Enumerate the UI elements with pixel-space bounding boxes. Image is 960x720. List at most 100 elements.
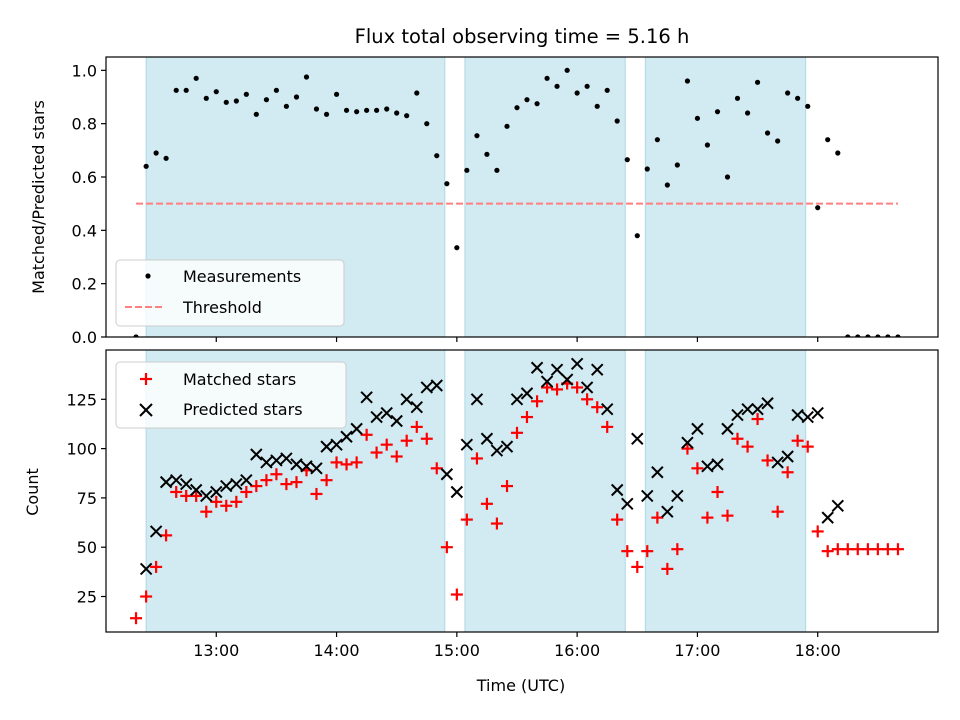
point-measurements: [404, 113, 410, 119]
top-y-tick-label: 0.4: [72, 221, 97, 240]
point-predicted-stars: [761, 397, 774, 410]
point-matched-stars: [601, 420, 614, 433]
point-predicted-stars: [701, 460, 714, 473]
point-predicted-stars: [270, 454, 283, 467]
x-axis-label: Time (UTC): [476, 676, 565, 695]
point-matched-stars: [220, 499, 233, 512]
point-matched-stars: [501, 480, 514, 493]
point-matched-stars: [200, 505, 213, 518]
point-measurements: [183, 87, 189, 93]
point-measurements: [714, 109, 721, 115]
bottom-y-tick-label: 100: [66, 440, 97, 459]
point-predicted-stars: [711, 458, 724, 471]
point-matched-stars: [470, 452, 483, 465]
point-matched-stars: [741, 440, 754, 453]
point-measurements: [283, 103, 289, 109]
point-matched-stars: [691, 462, 704, 475]
point-measurements: [644, 166, 650, 172]
point-measurements: [704, 142, 711, 148]
point-predicted-stars: [570, 357, 584, 371]
point-predicted-stars: [440, 468, 454, 481]
point-measurements: [394, 110, 400, 116]
point-measurements: [624, 157, 630, 163]
legend-marker-measurements: [145, 273, 151, 279]
point-predicted-stars: [681, 436, 694, 449]
point-predicted-stars: [320, 440, 333, 453]
bottom-x-tick-label: 14:00: [314, 641, 360, 660]
point-measurements: [133, 334, 139, 337]
point-measurements: [795, 95, 801, 101]
point-predicted-stars: [139, 562, 153, 576]
point-predicted-stars: [240, 473, 253, 487]
point-matched-stars: [210, 495, 223, 508]
top-marks: [133, 67, 901, 337]
point-matched-stars: [801, 440, 814, 453]
point-matched-stars: [531, 395, 544, 408]
point-predicted-stars: [170, 473, 183, 487]
point-measurements: [815, 205, 821, 211]
point-measurements: [233, 98, 239, 104]
point-measurements: [464, 167, 470, 173]
point-predicted-stars: [641, 489, 654, 503]
point-matched-stars: [420, 432, 433, 445]
bottom-y-tick-label: 25: [77, 588, 97, 607]
point-measurements: [444, 181, 450, 187]
point-matched-stars: [380, 438, 393, 451]
point-matched-stars: [290, 476, 303, 489]
point-matched-stars: [520, 411, 533, 424]
point-predicted-stars: [490, 444, 504, 457]
point-measurements: [213, 89, 219, 95]
top-axes-frame: [105, 56, 939, 338]
bottom-x-tick-label: 13:00: [193, 641, 239, 660]
point-predicted-stars: [420, 381, 433, 394]
bottom-y-tick-label: 75: [77, 489, 97, 508]
point-predicted-stars: [390, 414, 403, 428]
point-measurements: [574, 90, 580, 96]
legend-marker-matched: [140, 373, 152, 385]
point-predicted-stars: [771, 456, 784, 469]
point-predicted-stars: [260, 456, 273, 469]
point-measurements: [243, 91, 249, 97]
point-measurements: [554, 83, 560, 89]
bottom-observing-window-3: [644, 349, 807, 633]
point-measurements: [694, 115, 701, 121]
point-predicted-stars: [290, 458, 303, 471]
point-predicted-stars: [159, 475, 173, 489]
point-measurements: [253, 111, 259, 117]
top-y-tick-label: 0.2: [72, 275, 97, 294]
point-matched-stars: [150, 560, 163, 573]
point-measurements: [564, 67, 570, 73]
legend-label-matched: Matched stars: [183, 370, 296, 389]
point-matched-stars: [611, 513, 624, 526]
point-measurements: [825, 137, 831, 143]
point-measurements: [374, 107, 380, 113]
point-predicted-stars: [200, 489, 213, 503]
point-measurements: [835, 150, 841, 156]
point-measurements: [744, 110, 751, 116]
point-measurements: [313, 106, 320, 112]
point-matched-stars: [190, 489, 203, 502]
point-matched-stars: [260, 474, 273, 487]
point-measurements: [584, 83, 590, 89]
point-measurements: [343, 107, 350, 113]
point-matched-stars: [330, 456, 343, 469]
point-measurements: [594, 103, 600, 109]
point-predicted-stars: [550, 363, 564, 376]
point-predicted-stars: [210, 485, 223, 499]
point-matched-stars: [160, 529, 173, 542]
point-predicted-stars: [280, 452, 293, 465]
point-measurements: [534, 101, 540, 107]
point-matched-stars: [681, 442, 694, 455]
point-measurements: [664, 182, 670, 188]
point-measurements: [163, 155, 169, 161]
point-matched-stars: [551, 383, 564, 396]
point-matched-stars: [170, 485, 183, 498]
point-predicted-stars: [731, 408, 744, 422]
legend-label-threshold: Threshold: [182, 298, 262, 317]
point-predicted-stars: [721, 422, 734, 436]
point-predicted-stars: [751, 402, 764, 416]
point-matched-stars: [140, 590, 153, 603]
point-predicted-stars: [360, 391, 373, 404]
point-measurements: [424, 121, 430, 127]
